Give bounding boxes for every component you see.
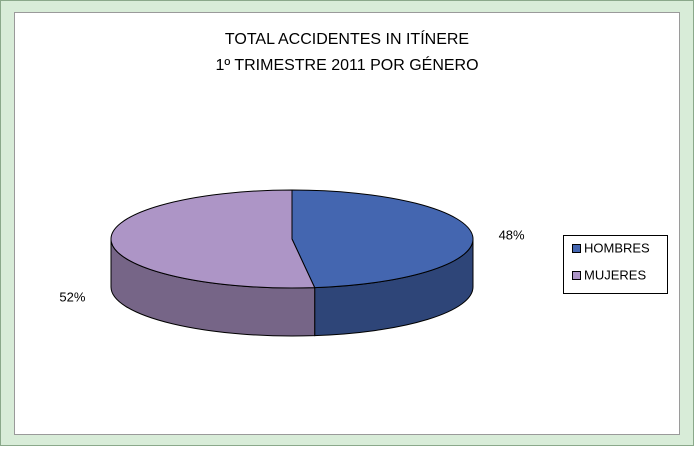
legend-swatch [572, 271, 581, 280]
legend-label: MUJERES [584, 267, 646, 282]
data-label: 48% [499, 227, 525, 242]
legend-label: HOMBRES [584, 240, 650, 255]
slice [291, 189, 474, 289]
slice [110, 189, 316, 289]
chart-title: TOTAL ACCIDENTES IN ITÍNERE [225, 29, 469, 48]
chart-subtitle: 1º TRIMESTRE 2011 POR GÉNERO [215, 55, 478, 74]
legend-swatch [572, 244, 581, 253]
data-label: 52% [59, 290, 85, 305]
